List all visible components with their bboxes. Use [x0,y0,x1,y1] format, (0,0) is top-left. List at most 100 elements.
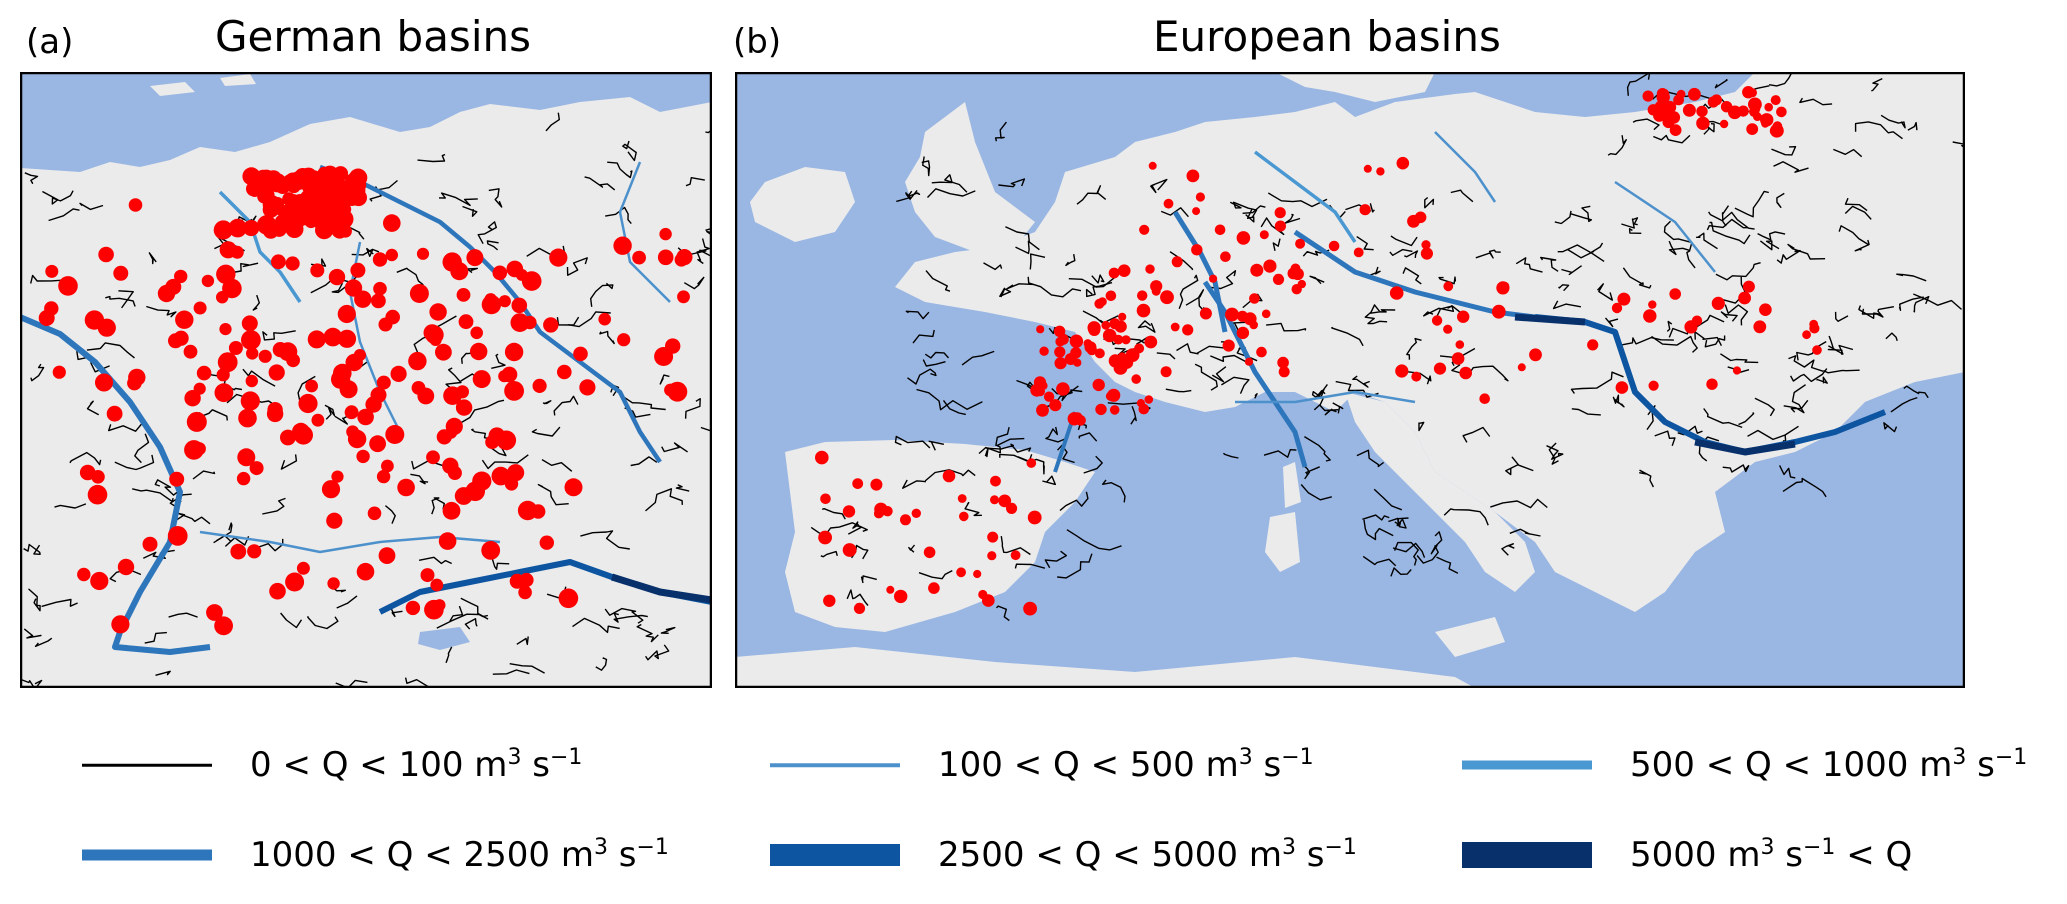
rhine-river [20,314,211,655]
small-river [1567,242,1604,259]
small-river [1720,311,1738,322]
panel-b-label: (b) [733,22,782,62]
small-river [1066,529,1122,551]
small-river [1267,192,1328,208]
gauge-station [456,288,471,302]
small-river [1059,491,1089,512]
gauge-station [1431,315,1443,326]
iberia [785,440,1095,632]
small-river [307,616,339,630]
small-river [1356,449,1385,468]
panel-b-title: European basins [1153,12,1501,61]
gauge-station [1669,288,1681,300]
continent-land [895,72,1965,612]
gauge-station [818,530,832,545]
baltic-sea-a [580,72,712,94]
gauge-station [1144,395,1154,404]
gauge-station [45,264,59,278]
gauge-station [1261,309,1271,319]
gauge-station [310,263,325,278]
gauge-station [1617,292,1631,306]
gauge-station [370,387,387,403]
gauge-station [423,324,441,342]
small-river [445,367,462,390]
elbe-river [1253,150,1357,243]
small-river [605,206,632,225]
gauge-station [1457,310,1470,323]
small-river [847,521,863,535]
small-river [1206,270,1237,290]
small-river [1324,408,1337,416]
small-river [1403,250,1419,258]
gauge-station [1696,116,1710,130]
gauge-station [330,178,349,197]
gauge-station [246,347,259,360]
gauge-station [659,227,672,241]
gauge-station [331,369,351,389]
gauge-station [1250,263,1264,277]
small-river [1332,402,1344,414]
small-river [516,636,529,646]
gauge-station [874,502,888,516]
small-river [1423,305,1464,317]
gauge-station [38,310,55,326]
gauge-station [1769,125,1781,137]
small-river [1352,375,1370,388]
gauge-station [128,198,143,212]
small-river [1703,408,1743,429]
gauge-station [258,349,272,363]
small-river [488,188,503,208]
gauge-station [539,535,554,550]
gauge-station [350,262,366,278]
small-river [1501,543,1515,556]
small-river [1211,366,1227,383]
gauge-station [1662,116,1675,129]
gauge-station [1809,323,1820,334]
gauge-station [326,512,343,529]
gauge-station [1746,123,1759,135]
gauge-station [1256,346,1267,358]
gauge-station [1648,380,1659,391]
small-river [1362,555,1397,567]
small-river [1178,274,1199,309]
gauge-station [169,471,185,487]
small-river [28,588,41,612]
legend-line-swatch [82,763,212,767]
small-river [1029,253,1046,270]
gauge-station [657,249,674,266]
gauge-station [823,594,836,607]
small-river [620,394,666,411]
lake-a [418,627,470,650]
small-river [280,454,298,470]
gauge-station [1209,274,1218,283]
small-river [1759,240,1780,251]
legend-line-swatch [1462,760,1592,770]
legend-label: 500 < Q < 1000 m3 s−1 [1630,744,2028,786]
gauge-station [1117,352,1127,361]
small-river [1156,352,1176,360]
small-river [902,479,926,489]
small-river [155,670,171,676]
gauge-station [900,514,911,526]
small-river [1331,326,1364,347]
gauge-station [192,442,206,456]
small-river [168,612,198,618]
gauge-station [488,427,506,445]
gauge-station [248,184,261,197]
small-river [661,442,688,453]
small-river [1305,466,1320,475]
small-river [566,257,588,276]
small-river [1706,218,1748,231]
gauge-station [1117,264,1131,277]
gauge-station [98,246,114,263]
gauge-station [378,547,396,564]
gauge-station [337,329,357,348]
gauge-station [228,341,243,355]
small-river [262,497,286,515]
small-river [1078,432,1098,442]
small-river [1695,232,1718,250]
small-river [335,679,368,688]
small-river [1389,248,1413,256]
gauge-station [454,487,473,505]
gauge-station [1759,303,1772,316]
